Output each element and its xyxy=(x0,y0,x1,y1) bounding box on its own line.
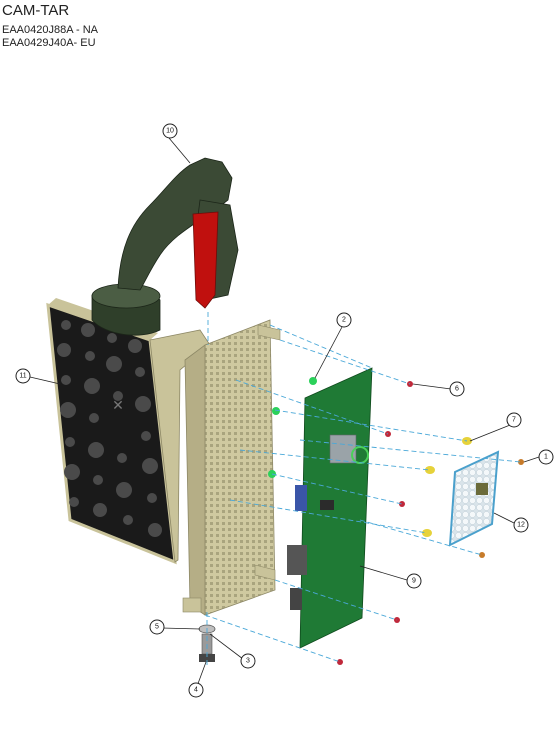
pcb-board xyxy=(287,367,373,649)
callout-11: 11 xyxy=(15,368,31,384)
svg-text:10: 10 xyxy=(166,128,174,135)
svg-text:3: 3 xyxy=(246,658,250,665)
callout-7: 7 xyxy=(506,412,522,428)
svg-text:4: 4 xyxy=(194,687,198,694)
callout-10: 10 xyxy=(162,123,178,139)
callout-6: 6 xyxy=(449,381,465,397)
svg-text:9: 9 xyxy=(412,578,416,585)
target-dots xyxy=(57,320,162,537)
callout-9: 9 xyxy=(406,573,422,589)
callout-4: 4 xyxy=(188,682,204,698)
document-title: CAM-TAR xyxy=(2,2,70,19)
target-panel: ✕ xyxy=(46,298,177,565)
assembly-guide-lines xyxy=(204,312,522,668)
svg-text:✕: ✕ xyxy=(112,397,124,413)
lens-array xyxy=(448,450,500,547)
svg-text:2: 2 xyxy=(342,317,346,324)
handle-assembly xyxy=(91,157,239,336)
svg-text:6: 6 xyxy=(455,386,459,393)
callout-1: 1 xyxy=(538,449,554,465)
svg-text:1: 1 xyxy=(544,454,548,461)
svg-text:12: 12 xyxy=(517,522,525,529)
svg-text:7: 7 xyxy=(512,417,516,424)
leader-lines xyxy=(29,137,540,690)
callout-12: 12 xyxy=(513,517,529,533)
svg-text:5: 5 xyxy=(155,624,159,631)
callout-3: 3 xyxy=(240,653,256,669)
part-number-eu: EAA0429J40A- EU xyxy=(2,37,96,49)
callout-5: 5 xyxy=(149,619,165,635)
part-number-na: EAA0420J88A - NA xyxy=(2,24,99,36)
callout-2: 2 xyxy=(336,312,352,328)
svg-text:11: 11 xyxy=(19,373,26,380)
housing-frame xyxy=(149,319,281,616)
